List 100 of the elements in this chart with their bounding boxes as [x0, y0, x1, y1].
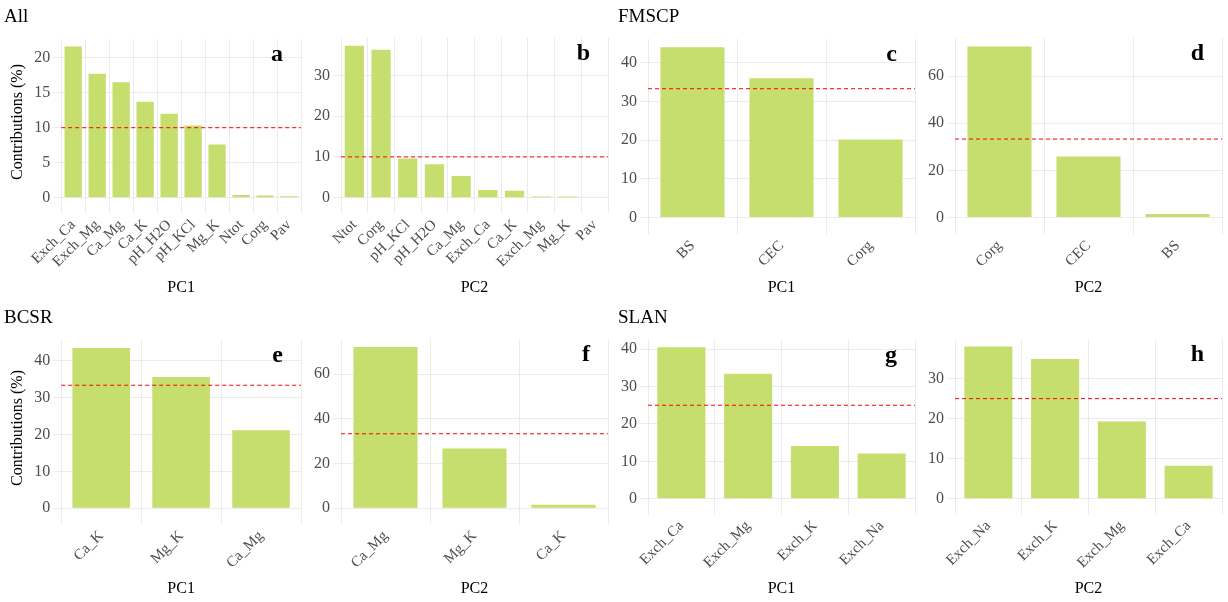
bar — [160, 113, 178, 198]
y-tick-label: 0 — [629, 207, 637, 225]
y-tick-label: 0 — [322, 187, 330, 205]
chart-title: SLAN — [618, 306, 668, 328]
y-tick-label: 20 — [621, 130, 637, 148]
y-tick-label: 10 — [928, 448, 944, 466]
bar — [88, 73, 106, 198]
y-tick-label: 20 — [34, 424, 51, 442]
bar — [232, 430, 290, 508]
bar — [208, 144, 226, 198]
y-tick-label: 20 — [621, 414, 637, 432]
x-tick-label: Corg — [843, 236, 876, 270]
x-axis-title: PC1 — [167, 277, 195, 295]
bar — [724, 373, 773, 499]
bar — [184, 125, 202, 198]
y-tick-label: 20 — [314, 106, 330, 124]
bar — [749, 78, 814, 218]
bar — [442, 448, 507, 508]
bar — [136, 101, 154, 198]
y-tick-label: 20 — [928, 160, 944, 178]
y-tick-label: 5 — [42, 152, 51, 170]
y-tick-label: 40 — [621, 52, 637, 70]
bar — [657, 347, 706, 499]
x-tick-label: Pav — [572, 215, 600, 244]
annotation: h — [1190, 340, 1204, 367]
y-tick-label: 0 — [42, 187, 51, 205]
y-tick-label: 10 — [314, 147, 330, 165]
bar — [660, 47, 725, 218]
bar — [1056, 156, 1121, 217]
bar — [478, 189, 498, 198]
bar — [857, 453, 906, 499]
x-axis-title: PC2 — [460, 277, 489, 295]
x-axis-title: PC2 — [1074, 578, 1103, 596]
bar — [152, 377, 210, 508]
annotation: f — [582, 340, 591, 367]
y-tick-label: 60 — [928, 66, 944, 84]
y-tick-label: 20 — [314, 453, 330, 471]
bar — [371, 49, 391, 198]
chart-title: FMSCP — [618, 5, 680, 27]
x-axis-title: PC1 — [767, 277, 796, 295]
x-axis-title: PC2 — [1074, 277, 1103, 295]
bar — [64, 46, 82, 198]
bar — [424, 164, 445, 198]
y-tick-label: 10 — [34, 117, 51, 135]
bar — [1164, 465, 1213, 499]
bar — [451, 176, 471, 198]
bar — [344, 45, 364, 198]
y-tick-label: 30 — [621, 91, 637, 109]
y-tick-label: 0 — [42, 498, 51, 516]
bar — [398, 158, 418, 198]
bar — [232, 194, 250, 198]
y-tick-label: 40 — [621, 339, 637, 357]
bar — [1031, 359, 1080, 499]
y-tick-label: 10 — [621, 451, 637, 469]
chart-title: All — [4, 5, 29, 27]
y-tick-label: 40 — [928, 113, 944, 131]
y-tick-label: 60 — [314, 364, 330, 382]
bar — [531, 504, 596, 508]
y-tick-label: 20 — [928, 408, 944, 426]
y-tick-label: 30 — [34, 387, 51, 405]
x-tick-label: BS — [1158, 237, 1183, 262]
x-axis-title: PC1 — [167, 578, 195, 596]
bar — [112, 82, 130, 198]
annotation: e — [272, 341, 284, 367]
y-tick-label: 0 — [936, 207, 944, 225]
x-tick-label: Corg — [972, 236, 1005, 270]
bar — [790, 446, 839, 499]
y-tick-label: 0 — [936, 488, 944, 506]
bar — [72, 347, 130, 508]
bar — [964, 346, 1013, 499]
x-tick-label: CEC — [754, 237, 787, 269]
annotation: a — [271, 40, 283, 66]
y-tick-label: 15 — [34, 82, 51, 100]
y-tick-label: 0 — [629, 488, 637, 506]
y-tick-label: 10 — [621, 169, 637, 187]
y-axis-title: Contributions (%) — [7, 64, 26, 181]
x-axis-title: PC1 — [767, 578, 796, 596]
y-tick-label: 20 — [34, 47, 51, 65]
y-axis-title: Contributions (%) — [7, 370, 26, 487]
bar — [1097, 421, 1146, 499]
y-tick-label: 30 — [621, 376, 637, 394]
y-tick-label: 30 — [314, 65, 330, 83]
x-tick-label: CEC — [1061, 237, 1094, 269]
y-tick-label: 40 — [34, 350, 51, 368]
annotation: b — [576, 39, 590, 66]
y-tick-label: 30 — [928, 368, 944, 386]
y-tick-label: 40 — [314, 409, 330, 426]
x-tick-label: BS — [673, 237, 698, 262]
y-tick-label: 0 — [322, 498, 330, 516]
y-tick-label: 10 — [34, 461, 51, 479]
bar — [504, 190, 525, 198]
bar — [967, 46, 1032, 217]
bar — [1145, 213, 1210, 217]
bar — [838, 139, 903, 218]
chart-title: BCSR — [4, 306, 53, 328]
x-axis-title: PC2 — [460, 578, 489, 596]
annotation: d — [1190, 39, 1205, 66]
annotation: c — [886, 40, 898, 66]
bar — [353, 347, 418, 508]
annotation: g — [885, 341, 897, 367]
